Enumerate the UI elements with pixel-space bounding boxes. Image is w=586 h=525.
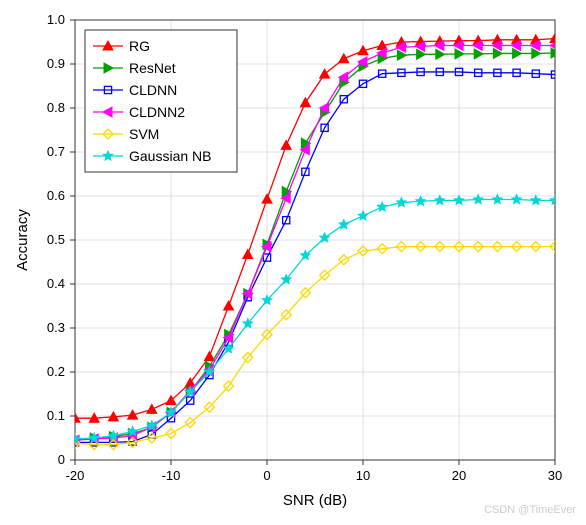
x-tick-label: -10 — [162, 468, 181, 483]
x-tick-label: 0 — [263, 468, 270, 483]
y-tick-label: 1.0 — [47, 12, 65, 27]
y-tick-label: 0.2 — [47, 364, 65, 379]
y-tick-label: 0.7 — [47, 144, 65, 159]
y-tick-label: 0.1 — [47, 408, 65, 423]
x-tick-label: -20 — [66, 468, 85, 483]
watermark: CSDN @TimeEver — [484, 504, 576, 516]
chart-container: -20 -10 0 10 20 30 0 0.1 0.2 0.3 0.4 0.5 0.6 0.7 0.8 0.… — [0, 0, 586, 520]
accuracy-vs-snr-chart: -20 -10 0 10 20 30 0 0.1 0.2 0.3 0.4 0.5 0.6 0.7 0.8 0.… — [0, 0, 586, 520]
x-tick-label: 10 — [356, 468, 370, 483]
y-tick-label: 0.8 — [47, 100, 65, 115]
x-tick-label: 20 — [452, 468, 466, 483]
y-tick-label: 0.4 — [47, 276, 65, 291]
y-tick-label: 0.9 — [47, 56, 65, 71]
y-tick-label: 0.6 — [47, 188, 65, 203]
legend-label: ResNet — [129, 60, 176, 76]
legend-label: SVM — [129, 126, 159, 142]
y-tick-label: 0.3 — [47, 320, 65, 335]
legend-label: RG — [129, 38, 150, 54]
x-axis-label: SNR (dB) — [283, 492, 347, 509]
y-tick-label: 0.5 — [47, 232, 65, 247]
x-tick-label: 30 — [548, 468, 562, 483]
legend-label: Gaussian NB — [129, 148, 211, 164]
legend-label: CLDNN — [129, 82, 177, 98]
legend: RG ResNet CLDNN CLDNN2 SVM Gaussian NB — [85, 30, 237, 172]
legend-label: CLDNN2 — [129, 104, 185, 120]
y-axis-label: Accuracy — [14, 209, 31, 271]
y-tick-label: 0 — [58, 452, 65, 467]
